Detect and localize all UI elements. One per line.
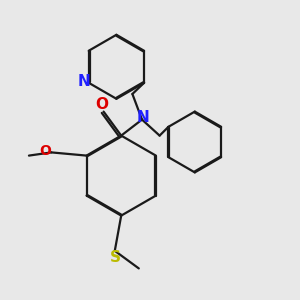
Text: S: S	[110, 250, 121, 266]
Text: N: N	[136, 110, 149, 125]
Text: N: N	[77, 74, 90, 89]
Text: O: O	[40, 144, 52, 158]
Text: O: O	[95, 97, 109, 112]
